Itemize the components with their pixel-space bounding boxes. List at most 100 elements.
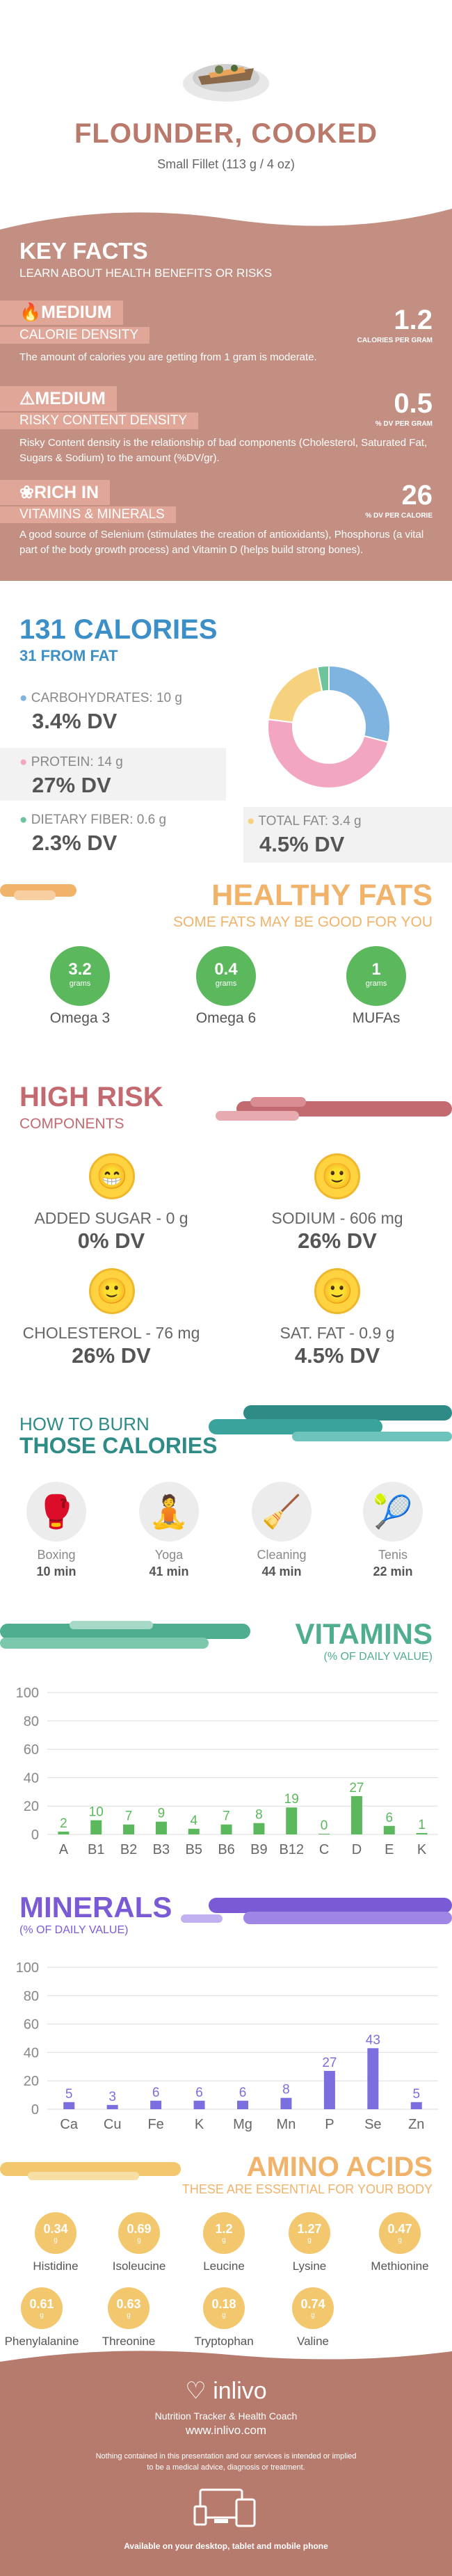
- vitamin-bar: [90, 1820, 102, 1834]
- vitamin-bar: [416, 1832, 428, 1834]
- cleaning-label: Cleaning: [257, 1548, 307, 1562]
- vitamins-stripe: [0, 1621, 250, 1649]
- vitamin-value-label: 27: [349, 1781, 364, 1795]
- fiber-dv: 2.3% DV: [32, 831, 118, 855]
- mineral-ytick: 20: [24, 2074, 39, 2089]
- protein-label: ● PROTEIN: 14 g: [19, 755, 123, 769]
- mineral-category-label: Ca: [60, 2117, 78, 2132]
- mineral-bar: [280, 2097, 292, 2109]
- footer-tagline: Nutrition Tracker & Health Coach: [154, 2410, 298, 2422]
- healthy-fats-subtitle: SOME FATS MAY BE GOOD FOR YOU: [172, 914, 433, 930]
- mineral-bar: [237, 2100, 248, 2109]
- amino-bubble: 0.61 g: [21, 2287, 63, 2329]
- mineral-category-label: Mn: [277, 2117, 296, 2132]
- high-risk-subtitle: COMPONENTS: [19, 1116, 124, 1132]
- smile-face-icon: 🙂: [314, 1153, 360, 1199]
- mineral-value-label: 27: [322, 2056, 337, 2070]
- mineral-bar: [63, 2102, 75, 2109]
- footer-url[interactable]: www.inlivo.com: [185, 2424, 267, 2437]
- amino-unit: g: [311, 2312, 315, 2319]
- donut-fiber-slice: [316, 664, 330, 693]
- yoga-time: 41 min: [149, 1565, 189, 1578]
- amino-value: 0.34: [43, 2222, 68, 2236]
- amino-unit: g: [54, 2237, 58, 2244]
- fiber-label: ● DIETARY FIBER: 0.6 g: [19, 813, 167, 827]
- amino-value: 1.27: [297, 2222, 322, 2236]
- vitamins-title: VITAMINS: [295, 1617, 433, 1650]
- carbs-label: ● CARBOHYDRATES: 10 g: [19, 691, 182, 705]
- boxing-icon: 🥊: [26, 1482, 86, 1542]
- amino-bubble: 0.34 g: [35, 2212, 76, 2254]
- burn-title-1: HOW TO BURN: [19, 1414, 150, 1434]
- calorie-level-tag: 🔥MEDIUM: [0, 301, 123, 325]
- mineral-bar: [150, 2100, 162, 2109]
- carbs-dv: 3.4% DV: [32, 709, 118, 733]
- cholesterol-dv: 26% DV: [72, 1343, 151, 1368]
- amino-value: 1.2: [215, 2222, 233, 2236]
- donut-protein-slice: [267, 718, 389, 789]
- amino-name: Valine: [297, 2335, 329, 2348]
- omega3-bubble: 3.2 grams: [50, 946, 110, 1006]
- amino-name: Threonine: [102, 2335, 156, 2348]
- mineral-bar: [323, 2070, 335, 2109]
- fat-label: ● TOTAL FAT: 3.4 g: [247, 814, 362, 829]
- vitamin-value-label: 7: [223, 1809, 230, 1824]
- mineral-ytick: 0: [31, 2102, 39, 2118]
- cholesterol-label: CHOLESTEROL - 76 mg: [22, 1324, 200, 1342]
- amino-name: Methionine: [371, 2259, 429, 2273]
- amino-list: 0.34 g Histidine 0.69 g Isoleucine 1.2 g Leucine…: [0, 2212, 452, 2358]
- vitamin-category-label: A: [59, 1842, 69, 1857]
- page-title: FLOUNDER, COOKED: [74, 118, 378, 149]
- added-sugar-label: ADDED SUGAR - 0 g: [34, 1209, 188, 1227]
- fat-dv: 4.5% DV: [259, 832, 345, 856]
- omega6-bubble: 0.4 grams: [196, 946, 256, 1006]
- donut-fat-slice: [267, 666, 323, 723]
- vitamin-bar: [253, 1823, 265, 1834]
- vitamin-bar: [383, 1825, 395, 1834]
- calorie-density-unit: CALORIES PER GRAM: [357, 337, 433, 344]
- heart-icon: ♡: [185, 2378, 207, 2404]
- added-sugar-dv: 0% DV: [77, 1229, 145, 1253]
- mineral-category-label: Zn: [408, 2117, 424, 2132]
- vitamin-value-label: 2: [60, 1816, 67, 1831]
- serving-size: Small Fillet (113 g / 4 oz): [157, 157, 295, 171]
- fiber-block: ● DIETARY FIBER: 0.6 g 2.3% DV: [0, 807, 223, 863]
- amino-unit: g: [40, 2312, 44, 2319]
- amino-value: 0.63: [116, 2297, 141, 2311]
- warning-icon: ⚠: [19, 389, 35, 408]
- vitamin-category-label: B12: [279, 1842, 304, 1857]
- amino-value: 0.61: [29, 2297, 54, 2311]
- amino-bubble: 1.2 g: [203, 2212, 245, 2254]
- high-risk-list: 😁 ADDED SUGAR - 0 g 0% DV 🙂 SODIUM - 606…: [0, 1153, 452, 1368]
- amino-name: Isoleucine: [112, 2259, 166, 2273]
- donut-carbs-slice: [328, 664, 391, 744]
- vitamin-category-label: D: [352, 1842, 362, 1857]
- mineral-value-label: 5: [412, 2087, 420, 2102]
- amino-unit: g: [307, 2237, 312, 2244]
- mineral-ytick: 100: [16, 1960, 39, 1976]
- vitamin-ytick: 100: [16, 1686, 39, 1701]
- amino-unit: g: [222, 2312, 226, 2319]
- inlivo-logo[interactable]: ♡ inlivo: [185, 2378, 267, 2404]
- vitamins-chart: 0 20 40 60 80 100 2 A 10 B1 7 B2 9 B3 4 B5 7 B6 8 B9 19 B12 0 C…: [16, 1686, 438, 1857]
- mineral-ytick: 60: [24, 2017, 39, 2033]
- amino-unit: g: [127, 2312, 131, 2319]
- vitamin-value-label: 9: [158, 1807, 166, 1821]
- minerals-subtitle: (% OF DAILY VALUE): [19, 1924, 129, 1936]
- amino-name: Leucine: [203, 2259, 245, 2273]
- amino-unit: g: [398, 2237, 402, 2244]
- sat-fat-label: SAT. FAT - 0.9 g: [280, 1324, 395, 1342]
- tennis-icon: 🎾: [363, 1482, 423, 1542]
- mineral-bar: [410, 2102, 422, 2109]
- vitamin-value-label: 7: [125, 1809, 133, 1824]
- mineral-category-label: Mg: [233, 2117, 252, 2132]
- amino-value: 0.69: [127, 2222, 152, 2236]
- vitamin-value-label: 0: [321, 1818, 328, 1833]
- amino-name: Tryptophan: [194, 2335, 254, 2348]
- amino-title: AMINO ACIDS: [246, 2152, 433, 2182]
- mineral-ytick: 80: [24, 1989, 39, 2004]
- amino-bubble: 1.27 g: [289, 2212, 330, 2254]
- amino-unit: g: [222, 2237, 226, 2244]
- amino-subtitle: THESE ARE ESSENTIAL FOR YOUR BODY: [181, 2182, 433, 2196]
- vitamin-bar: [188, 1828, 200, 1834]
